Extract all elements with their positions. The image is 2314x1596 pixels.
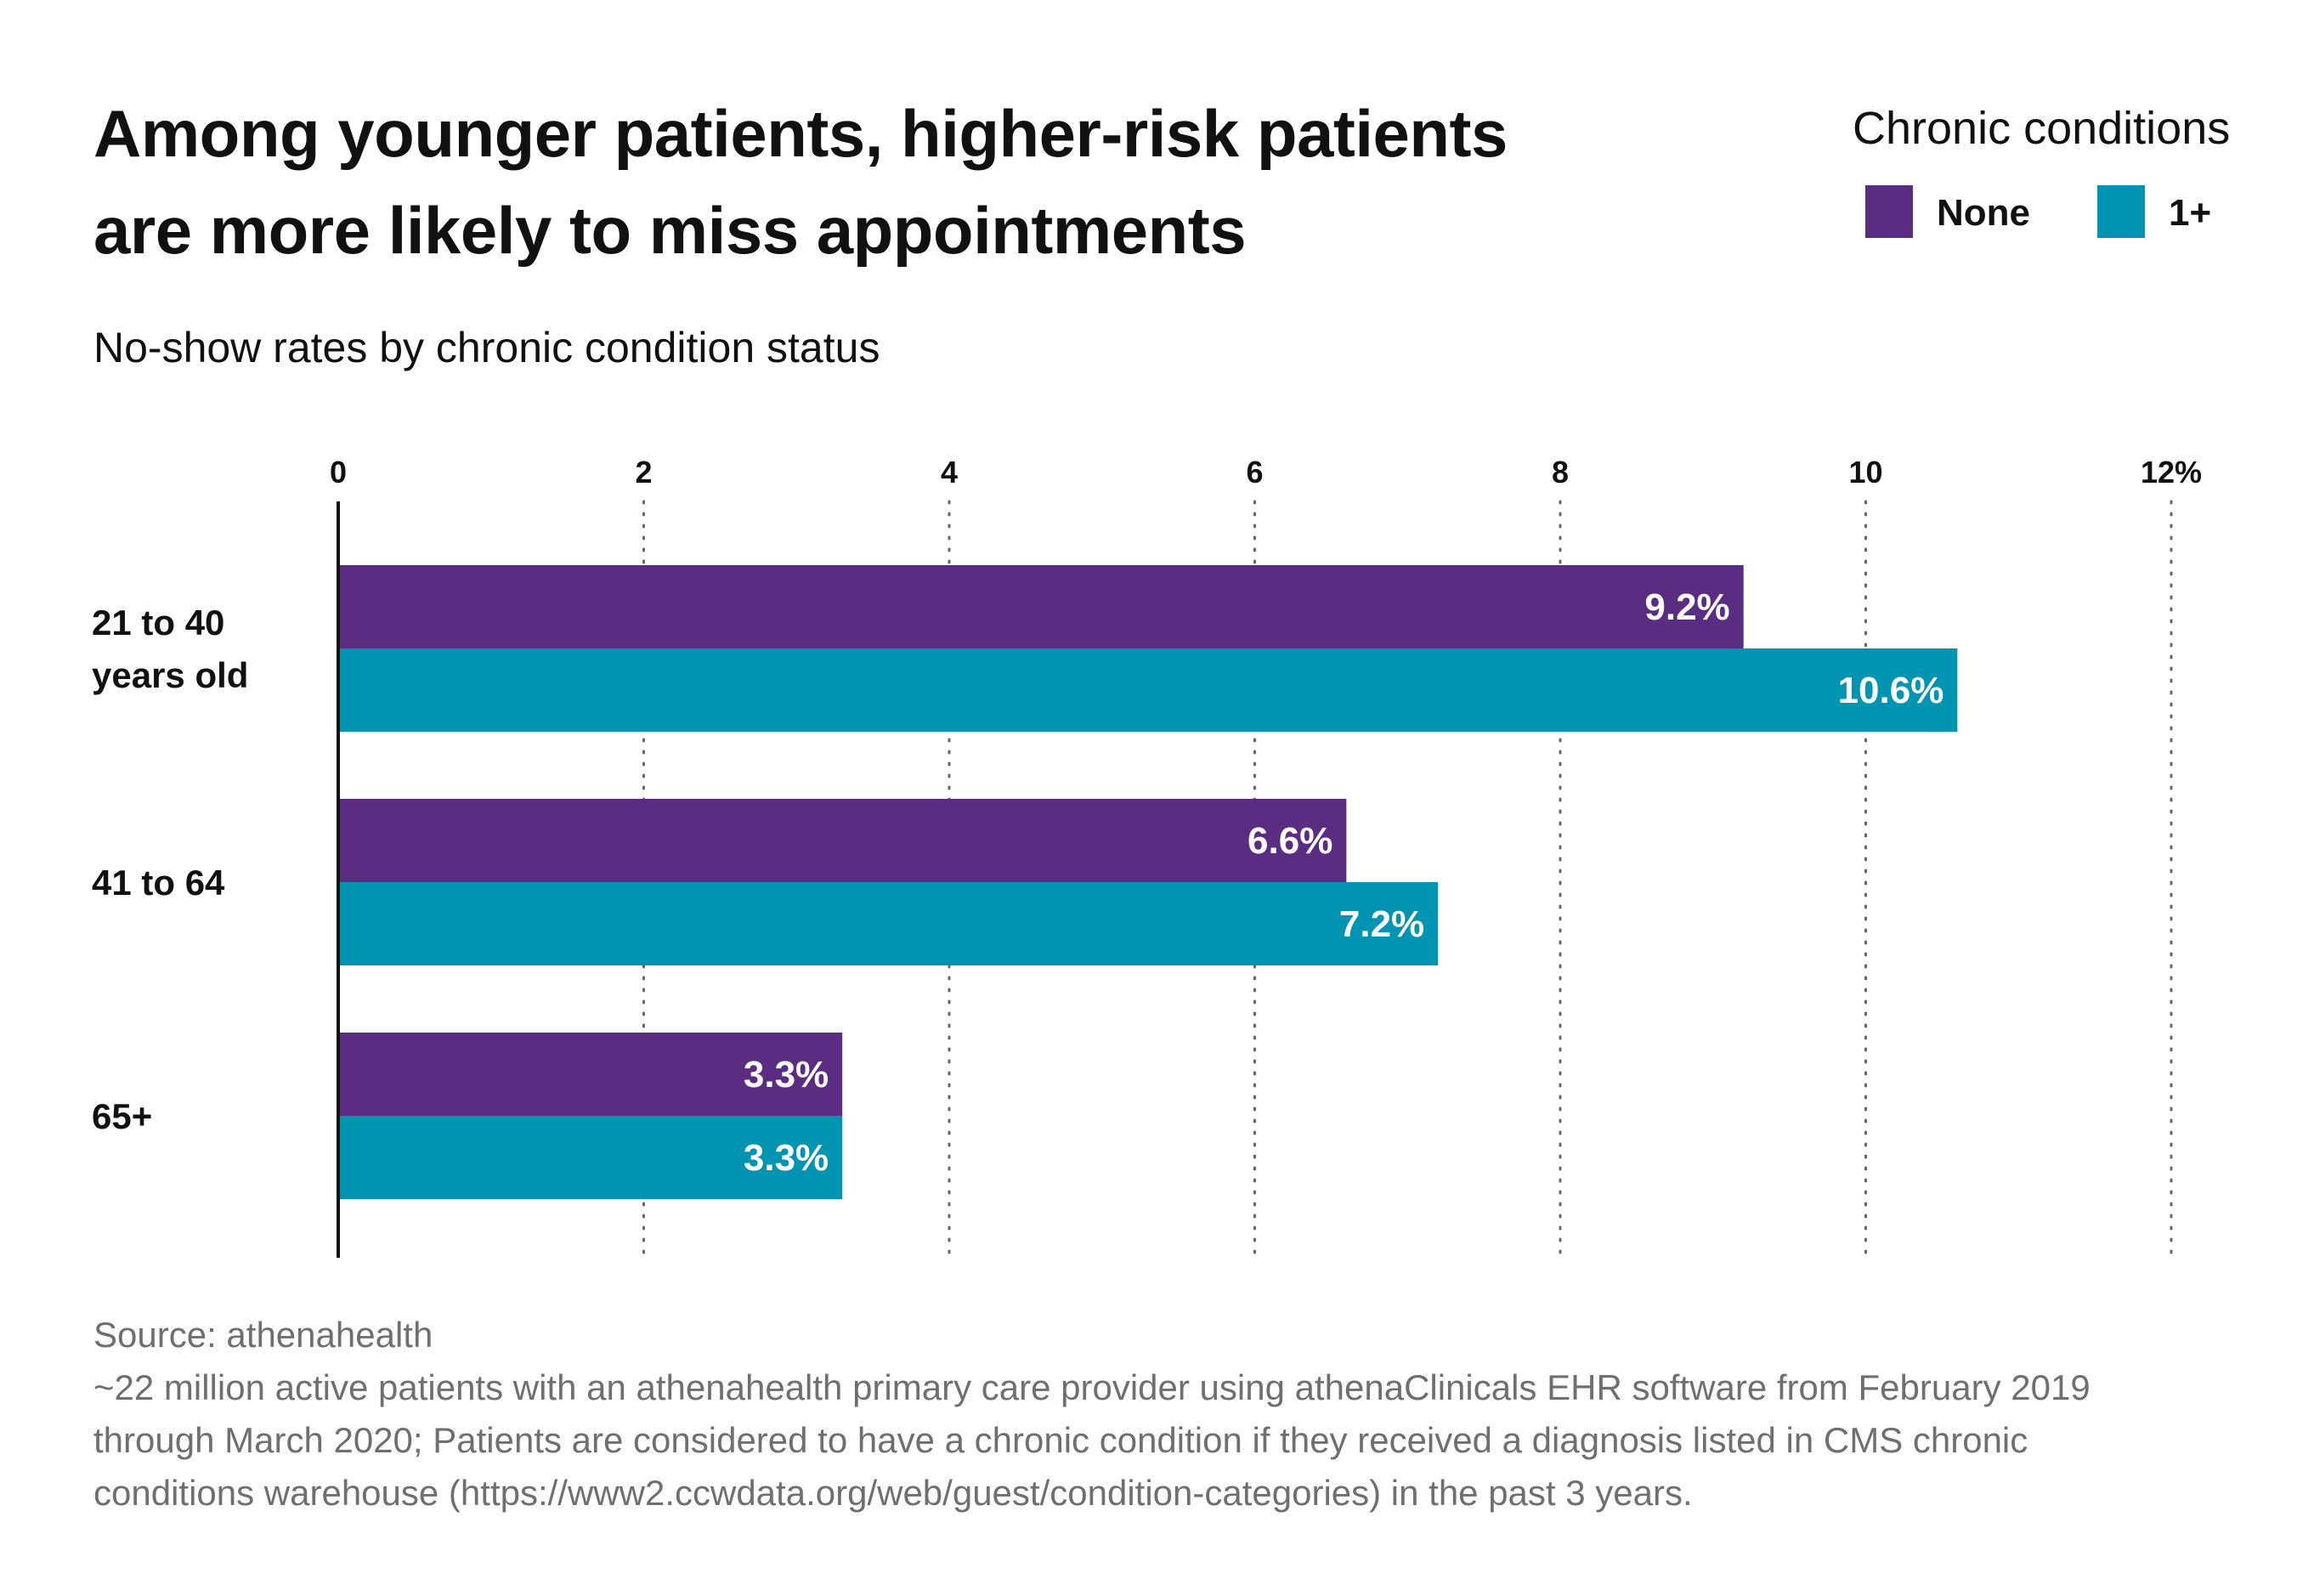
source-note: Source: athenahealth — [93, 1315, 433, 1355]
x-tick-label: 0 — [330, 455, 347, 490]
data-label: 7.2% — [1339, 903, 1424, 945]
x-tick-label: 6 — [1246, 455, 1263, 490]
data-label: 9.2% — [1644, 586, 1729, 628]
chart-footer: Source: athenahealth ~22 million active … — [93, 1309, 2235, 1520]
legend-label-none: None — [1937, 192, 2030, 234]
bar — [338, 799, 1347, 882]
bar — [338, 1116, 843, 1199]
bar — [338, 882, 1439, 965]
bar — [338, 565, 1744, 648]
x-tick-label: 8 — [1552, 455, 1569, 490]
legend-title: Chronic conditions — [1853, 103, 2231, 154]
category-label: 65+ — [92, 1096, 152, 1136]
chart-subtitle: No-show rates by chronic condition statu… — [93, 324, 880, 371]
data-label: 3.3% — [744, 1137, 829, 1179]
footnote-line-3: conditions warehouse (https://www2.ccwda… — [93, 1473, 1693, 1513]
x-tick-label: 4 — [941, 455, 958, 490]
category-label: 41 to 64 — [92, 863, 225, 903]
footnote-line-1: ~22 million active patients with an athe… — [93, 1367, 2091, 1407]
category-label: 21 to 40 years old — [92, 603, 248, 695]
chart-title: Among younger patients, higher-risk pati… — [93, 85, 1666, 279]
footnote-line-2: through March 2020; Patients are conside… — [93, 1420, 2028, 1460]
legend-swatch-1plus — [2097, 185, 2145, 238]
data-label: 3.3% — [744, 1054, 829, 1095]
chart-title-line-1: Among younger patients, higher-risk pati… — [93, 96, 1508, 171]
data-label: 10.6% — [1838, 670, 1944, 711]
legend-swatch-none — [1865, 185, 1913, 238]
bar — [338, 1033, 843, 1116]
bar-chart: 0 2 4 6 8 10 12% 9.2% 10.6% 21 to 40 years old 6.6%… — [92, 455, 2202, 1259]
data-label: 6.6% — [1248, 820, 1332, 862]
x-tick-label: 2 — [635, 455, 652, 490]
x-tick-label: 12% — [2141, 455, 2202, 490]
chart-title-line-2: are more likely to miss appointments — [93, 193, 1247, 268]
x-tick-label: 10 — [1848, 455, 1882, 490]
legend-label-1plus: 1+ — [2169, 192, 2212, 234]
bar — [338, 648, 1958, 732]
